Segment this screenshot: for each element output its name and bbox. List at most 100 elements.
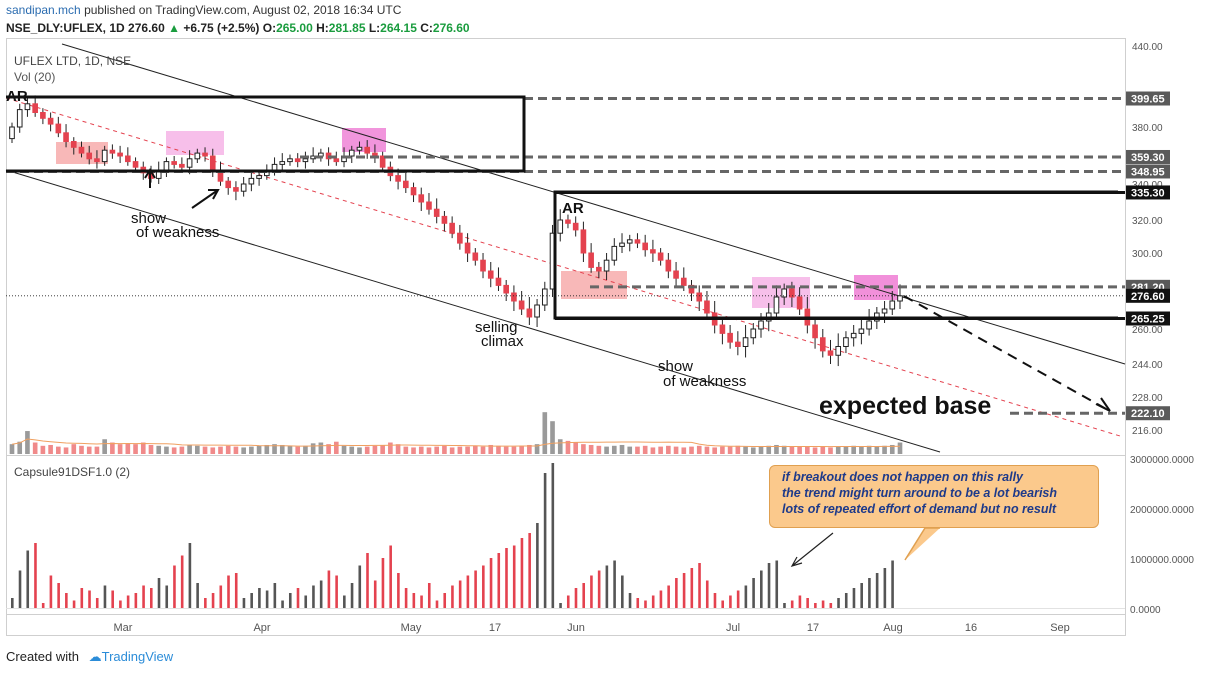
indicator-bars [6,463,1125,609]
volume-bar [897,442,903,454]
candle-body [426,201,432,210]
level-tag [1126,185,1170,200]
volume-bar [542,412,548,454]
indicator-bar [111,590,114,608]
up-arrow-icon: ▲ [168,21,180,35]
indicator-bar [343,595,346,608]
indicator-bar [234,573,238,608]
indicator-bar [296,588,300,608]
indicator-bar [566,595,570,608]
volume-bar [828,447,833,454]
volume-bar [256,445,262,454]
volume-bar [164,446,169,454]
callout-line3: lots of repeated effort of demand but no… [782,502,1057,516]
candle-body [827,350,834,356]
volume-bar [859,446,864,454]
volume-bar [140,442,146,454]
indicator-bar [250,593,253,608]
indicator-tick-label: 3000000.0000 [1130,455,1194,466]
candle-body [758,320,764,330]
close-label: C: [420,21,433,35]
level-tag-label: 222.10 [1131,408,1165,420]
candle-body [256,175,262,179]
indicator-bar [844,593,848,608]
indicator-bar [80,588,84,608]
candle-body [271,163,278,171]
candles [9,95,903,367]
volume-bar [503,446,509,454]
indicator-bar [65,593,68,608]
indicator-bar [543,473,547,608]
sow1-line1: show [131,210,166,227]
candle-body [487,270,494,279]
indicator-bar [675,578,678,608]
symbol: NSE_DLY:UFLEX, 1D [6,21,125,35]
volume-bar [241,447,246,454]
candle-body [673,270,679,279]
volume-bar [588,444,594,454]
indicator-bar [597,570,601,608]
tradingview-link[interactable]: TradingView [101,649,174,664]
indicator-bar [482,565,485,608]
candle-body [642,242,648,251]
indicator-bar [196,583,199,608]
candle-body [480,259,486,272]
volume-bar [195,445,200,454]
time-tick-label: Sep [1050,622,1070,634]
volume-bar [86,446,92,454]
indicator-bar [420,595,423,608]
volume-bar [40,445,46,454]
volume-bar [25,431,30,454]
candle-body [789,288,795,298]
level-tag [1126,288,1170,303]
indicator-bar [327,570,331,608]
time-tick-label: Jul [726,622,740,634]
indicator-bar [34,543,37,608]
candle-body [735,341,741,347]
volume-bar [403,446,409,454]
volume-bar [210,447,216,454]
candle-body [503,284,510,294]
indicator-bar [590,575,593,608]
indicator-bar [767,563,771,608]
volume-bar [295,446,301,454]
candle-body [750,328,757,339]
volume-bar [341,445,347,454]
candle-body [70,141,77,148]
time-tick-label: Mar [114,622,133,634]
indicator-bar [173,565,176,608]
volume-bar [843,446,849,454]
indicator-bar [397,573,400,608]
time-axis[interactable]: Mar Apr May 17 Jun Jul 17 Aug 16 Sep [114,622,1070,634]
volume-bar [48,444,53,454]
candle-body [850,332,857,339]
price-tick-label: 440.00 [1132,42,1163,53]
candle-body [889,300,896,310]
indicator-bar [790,600,794,608]
projection-arrowhead-icon [1095,397,1111,412]
candle-body [866,320,872,330]
level-tag [1126,91,1170,106]
volume-bar [735,445,741,454]
indicator-bar [466,575,470,608]
indicator-bar [157,578,161,608]
author-link[interactable]: sandipan.mch [6,3,81,17]
volume-bar [766,445,772,454]
candle-body [418,194,425,203]
volume-bar [712,447,717,454]
volume-bar [472,445,478,454]
volume-bar [411,447,416,454]
indicator-bar [11,598,14,608]
indicator-bar [304,595,308,608]
candle-body [588,252,594,268]
candle-body [109,149,116,154]
indicator-bar [358,565,362,608]
arrow-right-icon [191,189,220,209]
low-label: L: [368,21,381,35]
volume-bar [102,439,107,454]
volume-bar [889,444,895,454]
price-axis[interactable]: 440.00400.00380.00360.00340.00320.00300.… [1130,42,1194,616]
candle-body [279,161,286,165]
indicator-bar [18,570,22,608]
